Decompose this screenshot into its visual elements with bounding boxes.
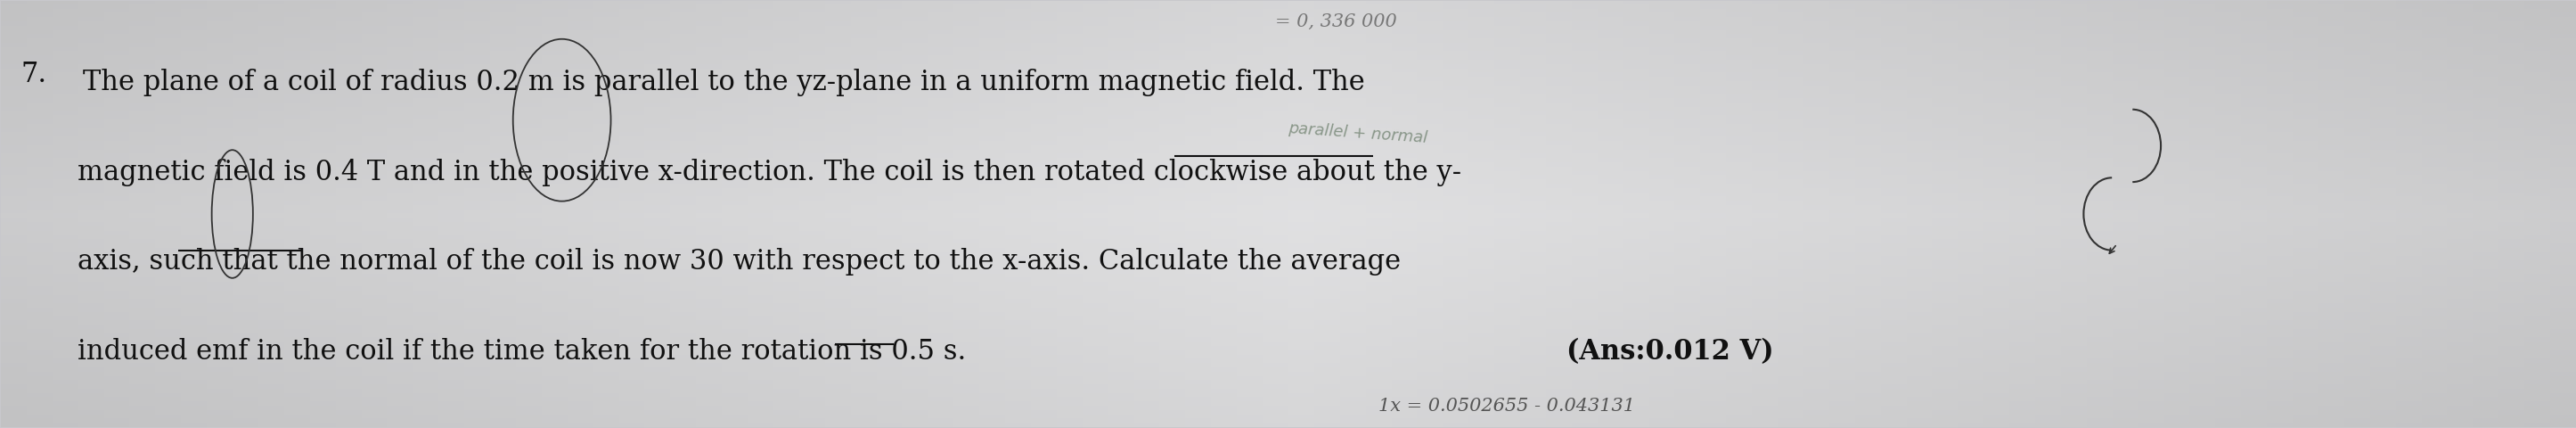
Text: (Ans:0.012 V): (Ans:0.012 V): [1566, 338, 1772, 366]
Text: induced emf in the coil if the time taken for the rotation is 0.5 s.: induced emf in the coil if the time take…: [77, 338, 976, 366]
Text: 1x = 0.0502655 - 0.043131: 1x = 0.0502655 - 0.043131: [1378, 398, 1636, 415]
Text: The plane of a coil of radius 0.2 m is parallel to the yz-plane in a uniform mag: The plane of a coil of radius 0.2 m is p…: [82, 69, 1365, 97]
Text: = 0, 336 000: = 0, 336 000: [1275, 13, 1396, 30]
Text: parallel + normal: parallel + normal: [1288, 120, 1430, 146]
Text: axis, such that the normal of the coil is now 30 with respect to the x-axis. Cal: axis, such that the normal of the coil i…: [77, 248, 1401, 276]
Text: 7.: 7.: [21, 60, 46, 88]
Text: magnetic field is 0.4 T and in the positive x-direction. The coil is then rotate: magnetic field is 0.4 T and in the posit…: [77, 158, 1461, 186]
